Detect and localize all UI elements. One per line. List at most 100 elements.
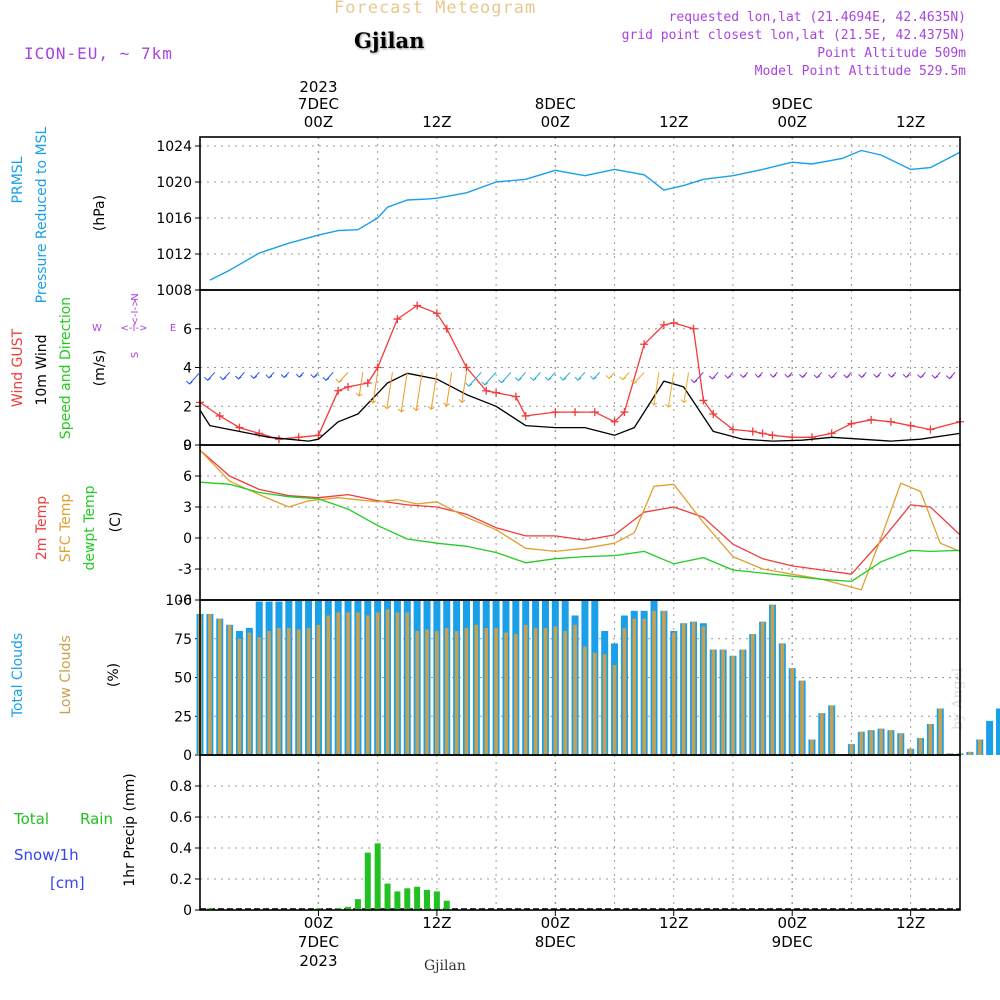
wind-gust-marker — [462, 363, 471, 372]
wind-direction-arrowhead — [858, 374, 865, 379]
low-clouds-bar — [533, 627, 538, 755]
bottom-date-label: 8DEC — [535, 933, 576, 951]
low-clouds-bar — [721, 649, 725, 755]
top-date-label: 7DEC — [298, 95, 339, 113]
wind-direction-arrowhead — [605, 374, 613, 379]
wind-gust-marker — [867, 415, 876, 424]
wind-direction-arrowhead — [250, 374, 258, 379]
low-clouds-bar — [632, 618, 637, 755]
wind-gust-marker — [728, 425, 737, 434]
low-clouds-bar — [760, 621, 765, 755]
wind-direction-arrowhead — [443, 402, 450, 407]
wind-legend-east: E — [170, 323, 176, 334]
wind-direction-arrowhead — [724, 374, 732, 379]
low-clouds-bar — [849, 744, 854, 755]
wind-direction-arrow — [667, 372, 675, 408]
pressure-frame — [199, 136, 961, 291]
low-clouds-bar — [405, 612, 410, 755]
wind-gust-marker — [709, 410, 718, 418]
precip-frame — [199, 754, 961, 911]
low-clouds-bar — [829, 705, 834, 755]
low-clouds-bar — [908, 748, 913, 755]
low-clouds-label: Low Clouds — [58, 635, 74, 714]
low-clouds-bar — [444, 627, 449, 755]
low-clouds-bar — [336, 612, 340, 755]
wind-direction-arrow — [430, 372, 438, 410]
wind-gust-marker — [847, 419, 856, 428]
pressure-label-prmsl: PRMSL — [10, 156, 26, 203]
wind-gust-marker — [432, 309, 441, 318]
rain-bar — [364, 852, 371, 910]
wind-ytick-label: 4 — [183, 361, 192, 377]
total-clouds-label: Total Clouds — [10, 633, 26, 718]
wind-gust-marker — [640, 340, 649, 349]
pressure-ytick-label: 1024 — [156, 139, 192, 155]
low-clouds-bar — [671, 632, 676, 755]
wind-gust-marker — [590, 408, 599, 417]
wind-direction-arrowhead — [665, 403, 672, 408]
pressure-ytick-label: 1012 — [156, 247, 192, 263]
top-date-label: 9DEC — [772, 95, 813, 113]
low-clouds-bar — [563, 631, 567, 755]
wind-direction-arrowhead — [322, 377, 330, 382]
top-hour-label: 00Z — [541, 113, 570, 131]
wind-direction-arrowhead — [369, 399, 377, 404]
wind-direction-arrowhead — [529, 376, 537, 381]
low-clouds-bar — [701, 626, 706, 755]
precip-ytick-label: 0.8 — [170, 779, 192, 795]
wind-legend-west: W — [92, 323, 102, 334]
low-clouds-bar — [898, 733, 903, 755]
wind-gust-marker — [669, 318, 678, 327]
low-clouds-bar — [415, 631, 419, 755]
low-clouds-bar — [968, 751, 972, 755]
rain-bar — [414, 886, 421, 910]
wind-gust-marker — [255, 429, 264, 438]
wind-direction-arrowhead — [465, 382, 472, 387]
wind-legend-ew-arrow: <-I-> — [121, 323, 148, 334]
wind-direction-arrowhead — [574, 376, 582, 381]
temp-dewpt-label: dewpt Temp — [82, 485, 98, 570]
temperature-ytick-label: 0 — [183, 531, 192, 547]
wind-gust-marker — [906, 421, 915, 430]
bottom-year-label: 2023 — [299, 952, 337, 970]
wind-ytick-label: 6 — [183, 322, 192, 338]
wind-gust-marker — [571, 408, 580, 417]
wind-gust-marker — [344, 382, 353, 391]
low-clouds-bar — [691, 621, 696, 755]
wind-direction-arrowhead — [590, 375, 597, 380]
top-hour-label: 00Z — [778, 113, 807, 131]
low-clouds-bar — [208, 613, 212, 755]
low-clouds-bar — [425, 629, 429, 755]
bottom-hour-label: 12Z — [422, 914, 451, 932]
low-clouds-bar — [385, 609, 390, 755]
low-clouds-bar — [306, 627, 311, 755]
wind-direction-arrowhead — [828, 374, 835, 379]
wind-direction-arrowhead — [265, 374, 273, 379]
low-clouds-bar — [237, 638, 242, 755]
low-clouds-bar — [484, 627, 489, 755]
wind-direction-arrow — [415, 372, 423, 411]
wind-direction-arrow — [461, 372, 467, 403]
wind-ytick-label: 2 — [183, 399, 192, 415]
temperature-ytick-label: 3 — [183, 500, 192, 516]
low-clouds-bar — [593, 652, 597, 755]
bottom-hour-label: 00Z — [304, 914, 333, 932]
low-clouds-bar — [217, 618, 222, 755]
total-clouds-bar — [986, 720, 994, 755]
low-clouds-bar — [583, 646, 587, 755]
temperature-frame — [199, 444, 961, 601]
wind-direction-arrow — [653, 372, 660, 405]
low-clouds-bar — [257, 637, 262, 755]
low-clouds-bar — [612, 665, 617, 755]
wind-legend-south: S — [130, 352, 141, 358]
precip-ytick-label: 0.6 — [170, 810, 192, 826]
wind-direction-arrowhead — [917, 374, 924, 379]
low-clouds-bar — [770, 604, 775, 755]
top-hour-label: 00Z — [304, 113, 333, 131]
temp-unit-label: (C) — [108, 512, 124, 533]
wind-direction-arrow — [484, 372, 497, 386]
pressure-ytick-label: 1016 — [156, 211, 192, 227]
wind-direction-arrowhead — [514, 377, 522, 382]
temp-sfc-line — [199, 449, 961, 591]
rain-bar — [404, 888, 411, 910]
